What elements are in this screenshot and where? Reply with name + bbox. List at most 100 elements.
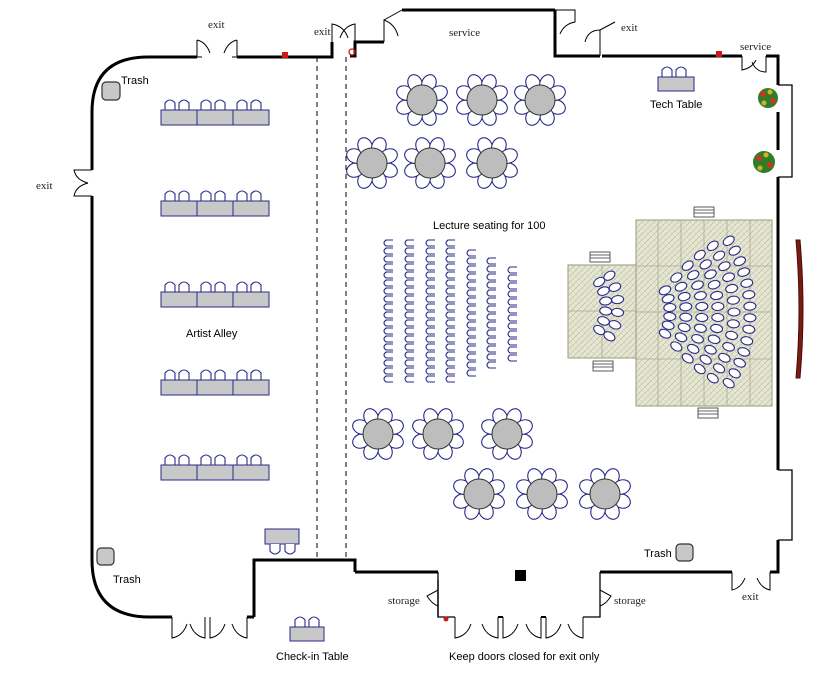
chair <box>236 281 248 292</box>
chair <box>718 261 731 272</box>
chair <box>611 307 625 317</box>
chair <box>486 329 496 337</box>
chair <box>704 344 717 355</box>
chair <box>728 245 741 256</box>
chair <box>507 282 517 290</box>
arc-seat-row <box>681 260 709 364</box>
tech-table-label: Tech Table <box>650 99 702 111</box>
chair <box>486 289 496 297</box>
chair <box>740 336 754 346</box>
chair <box>404 303 414 311</box>
chair <box>445 239 455 247</box>
exit-label: exit <box>36 180 53 192</box>
chair <box>383 239 393 247</box>
chair <box>383 287 393 295</box>
artist-table-row <box>160 99 270 126</box>
chair <box>661 320 675 331</box>
chair <box>507 330 517 338</box>
fire-extinguisher-icon <box>348 48 356 56</box>
chair <box>383 311 393 319</box>
chair <box>466 361 476 369</box>
chair <box>200 99 212 110</box>
chair <box>742 324 756 334</box>
artist-alley-tables <box>160 99 270 481</box>
chair <box>486 297 496 305</box>
chair <box>466 273 476 281</box>
chair <box>722 235 735 247</box>
chair <box>214 454 226 465</box>
artist-table-row <box>160 281 270 308</box>
chair <box>466 281 476 289</box>
chair <box>710 290 724 301</box>
artist-table-row <box>160 369 270 396</box>
chair <box>445 255 455 263</box>
chair <box>164 454 176 465</box>
chair <box>670 341 683 352</box>
chair <box>674 281 688 292</box>
chair <box>707 279 721 290</box>
table <box>196 200 234 217</box>
table-top <box>406 84 438 116</box>
chair <box>404 359 414 367</box>
chair <box>164 190 176 201</box>
round-table <box>579 468 631 520</box>
chair <box>693 249 706 261</box>
lecture-seat-column <box>507 266 517 362</box>
trash-icon <box>101 81 121 101</box>
chair <box>726 295 740 305</box>
chair <box>404 271 414 279</box>
chair <box>383 327 393 335</box>
chair <box>466 249 476 257</box>
chair <box>383 247 393 255</box>
trash-label: Trash <box>121 75 149 87</box>
lecture-seating <box>383 239 517 383</box>
chair <box>445 343 455 351</box>
chair <box>486 281 496 289</box>
chair <box>425 351 435 359</box>
artist-table-row <box>160 190 270 217</box>
chair <box>740 278 754 288</box>
service-label: service <box>449 27 480 39</box>
chair <box>726 319 740 329</box>
chair <box>686 343 700 354</box>
chair <box>383 335 393 343</box>
exit-label: exit <box>621 22 638 34</box>
exit-label: exit <box>208 19 225 31</box>
chair <box>445 247 455 255</box>
artist-table-single <box>264 528 300 555</box>
chair <box>737 347 751 357</box>
chair <box>404 311 414 319</box>
chair <box>445 295 455 303</box>
keep-doors-closed-label: Keep doors closed for exit only <box>449 651 600 663</box>
trash-icon <box>96 547 115 566</box>
chair <box>507 290 517 298</box>
chair <box>445 335 455 343</box>
chair <box>404 367 414 375</box>
chair <box>727 307 741 317</box>
chair <box>164 281 176 292</box>
chair <box>425 319 435 327</box>
table <box>160 291 198 308</box>
chair <box>404 343 414 351</box>
chair <box>707 334 721 345</box>
post-icon <box>515 570 526 581</box>
chair <box>691 333 704 344</box>
round-table <box>514 74 566 126</box>
table-top <box>524 84 556 116</box>
chair <box>681 353 694 364</box>
round-table <box>404 137 456 189</box>
chair <box>425 279 435 287</box>
chair <box>425 255 435 263</box>
chair <box>507 338 517 346</box>
arc-seat-row <box>706 240 741 384</box>
stage-curtain <box>795 239 804 379</box>
chair <box>466 305 476 313</box>
chair <box>425 335 435 343</box>
round-table <box>412 408 464 460</box>
stair-icon <box>589 206 719 419</box>
arc-seat-row <box>670 272 693 352</box>
chair <box>507 298 517 306</box>
table <box>196 464 234 481</box>
chair <box>728 368 741 379</box>
round-table <box>456 74 508 126</box>
